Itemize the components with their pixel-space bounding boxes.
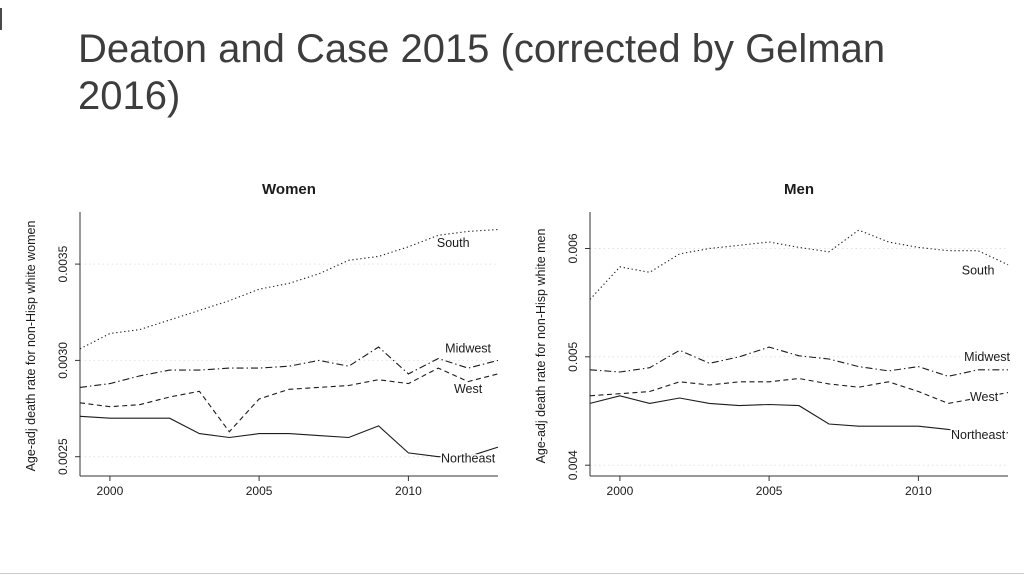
- women-chart-svg: 2000 2005 2010 0.0025 0.0030 0.0035 South Midwe…: [24, 181, 499, 498]
- men-chart-svg: 2000 2005 2010 0.004 0.005 0.006 South Midwest W…: [534, 181, 1012, 498]
- y-tick-label: 0.0025: [56, 438, 70, 475]
- chart-title: Women: [262, 181, 316, 198]
- series-label-south: South: [437, 236, 470, 250]
- men-chart: 2000 2005 2010 0.004 0.005 0.006 South Midwest W…: [532, 178, 1022, 521]
- slide-bottom-border: [0, 573, 1024, 574]
- series-label-south: South: [962, 264, 995, 278]
- series-label-midwest: Midwest: [445, 342, 491, 356]
- series-label-west: West: [454, 382, 483, 396]
- y-axis-title: Age-adj death rate for non-Hisp white wo…: [24, 221, 38, 472]
- series-line-northeast: [79, 415, 499, 458]
- x-tick-label: 2000: [97, 484, 124, 498]
- x-tick-label: 2010: [905, 484, 932, 498]
- y-tick-label: 0.0030: [56, 342, 70, 379]
- series-label-midwest: Midwest: [964, 350, 1010, 364]
- y-tick-label: 0.004: [566, 450, 580, 480]
- series-label-west: West: [970, 390, 999, 404]
- y-tick-label: 0.005: [566, 341, 580, 371]
- series-line-midwest: [79, 346, 499, 388]
- series-line-south: [79, 228, 499, 350]
- series-label-northeast: Northeast: [441, 452, 496, 466]
- series-label-northeast: Northeast: [951, 428, 1006, 442]
- series-line-northeast: [589, 395, 1009, 437]
- x-tick-label: 2005: [756, 484, 783, 498]
- y-tick-label: 0.006: [566, 233, 580, 263]
- x-tick-label: 2010: [395, 484, 422, 498]
- series-line-west: [589, 377, 1009, 404]
- slide-accent-mark: [0, 8, 2, 30]
- y-axis-title: Age-adj death rate for non-Hisp white me…: [534, 229, 548, 464]
- x-tick-label: 2005: [246, 484, 273, 498]
- x-tick-label: 2000: [607, 484, 634, 498]
- page-title: Deaton and Case 2015 (corrected by Gelma…: [78, 27, 886, 119]
- y-tick-label: 0.0035: [56, 245, 70, 282]
- series-line-south: [589, 229, 1009, 300]
- women-chart: 2000 2005 2010 0.0025 0.0030 0.0035 South Midwe…: [22, 178, 512, 521]
- chart-title: Men: [784, 181, 814, 198]
- series-line-midwest: [589, 346, 1008, 377]
- series-line-west: [79, 367, 499, 433]
